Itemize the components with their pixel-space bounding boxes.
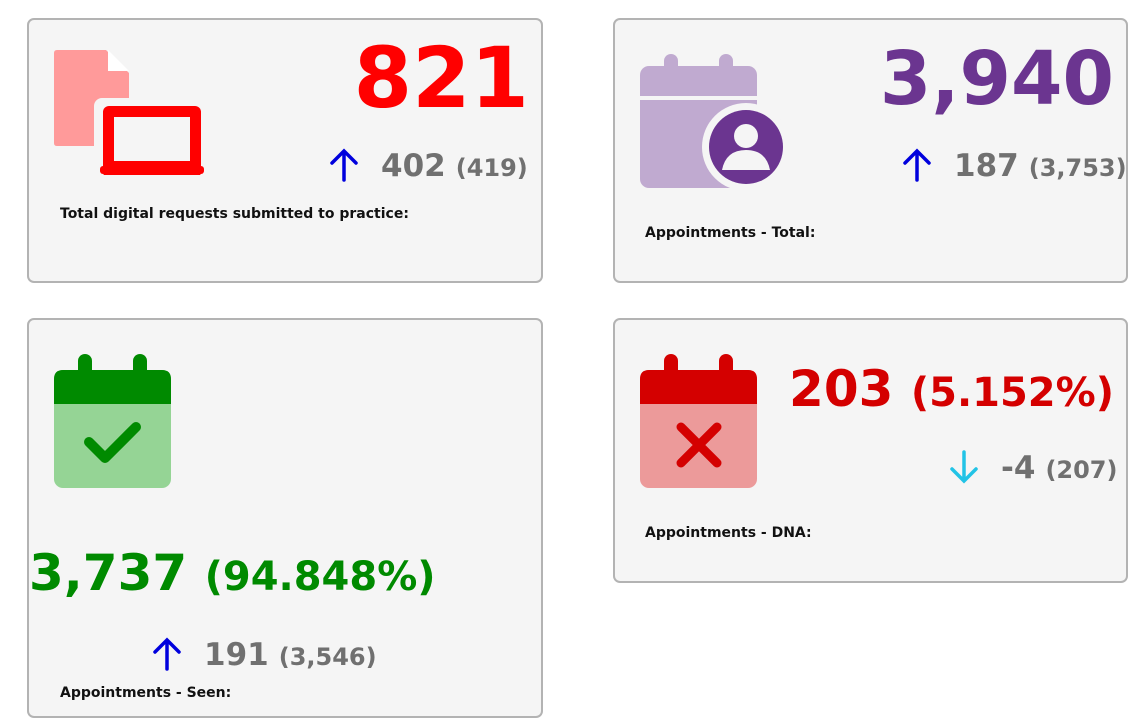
card-label: Total digital requests submitted to prac… bbox=[60, 206, 409, 222]
digital-requests-value: 821 bbox=[353, 29, 529, 127]
digital-requests-change: 402 (419) bbox=[329, 142, 528, 182]
appointments-seen-percent: (94.848%) bbox=[204, 554, 436, 600]
appointments-total-value: 3,940 bbox=[879, 36, 1114, 122]
previous-value: (3,546) bbox=[278, 643, 377, 671]
digital-request-icon bbox=[54, 50, 209, 175]
appointments-seen-card: 3,737 (94.848%) 191 (3,546) Appointments… bbox=[27, 318, 543, 718]
appointments-total-card: 3,940 187 (3,753) Appointments - Total: bbox=[613, 18, 1128, 283]
previous-value: (419) bbox=[455, 154, 528, 182]
change-value: 402 bbox=[381, 148, 446, 184]
calendar-x-icon bbox=[640, 354, 757, 488]
card-label: Appointments - Seen: bbox=[60, 685, 232, 701]
arrow-up-icon bbox=[153, 637, 181, 671]
previous-value: (207) bbox=[1045, 456, 1118, 484]
appointments-dna-change: -4 (207) bbox=[949, 444, 1117, 484]
appointments-seen-value: 3,737 bbox=[29, 544, 188, 602]
appointments-dna-card: 203 (5.152%) -4 (207) Appointments - DNA… bbox=[613, 318, 1128, 583]
arrow-up-icon bbox=[903, 148, 931, 182]
card-label: Appointments - Total: bbox=[645, 225, 816, 241]
previous-value: (3,753) bbox=[1028, 154, 1127, 182]
appointments-total-change: 187 (3,753) bbox=[902, 142, 1127, 182]
arrow-up-icon bbox=[330, 148, 358, 182]
appointments-dna-value: 203 bbox=[789, 360, 894, 418]
calendar-user-icon bbox=[640, 54, 790, 189]
change-value: 191 bbox=[204, 637, 269, 673]
appointments-seen-value-row: 3,737 (94.848%) bbox=[29, 548, 436, 598]
appointments-seen-change: 191 (3,546) bbox=[152, 631, 377, 671]
digital-requests-card: 821 402 (419) Total digital requests sub… bbox=[27, 18, 543, 283]
card-label: Appointments - DNA: bbox=[645, 525, 812, 541]
appointments-dna-value-row: 203 (5.152%) bbox=[789, 364, 1114, 414]
calendar-check-icon bbox=[54, 354, 171, 488]
change-value: 187 bbox=[954, 148, 1019, 184]
appointments-dna-percent: (5.152%) bbox=[910, 370, 1114, 416]
change-value: -4 bbox=[1001, 450, 1036, 486]
arrow-down-icon bbox=[950, 450, 978, 484]
